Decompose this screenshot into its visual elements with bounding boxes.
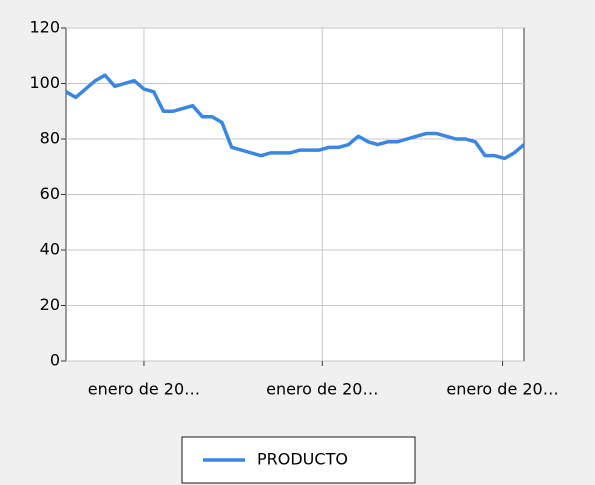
y-tick-label: 60 [40,184,60,203]
y-tick-label: 100 [29,73,60,92]
y-tick-label: 20 [40,295,60,314]
legend-label: PRODUCTO [257,450,348,469]
x-tick-label: enero de 20… [446,380,558,399]
y-tick-label: 80 [40,129,60,148]
grid [66,27,524,362]
data-line [65,73,526,161]
x-tick-label: enero de 20… [88,380,200,399]
x-tick-label: enero de 20… [266,380,378,399]
y-tick-label: 0 [50,351,60,370]
y-tick-label: 120 [29,18,60,37]
marks [65,73,526,161]
y-tick-label: 40 [40,240,60,259]
